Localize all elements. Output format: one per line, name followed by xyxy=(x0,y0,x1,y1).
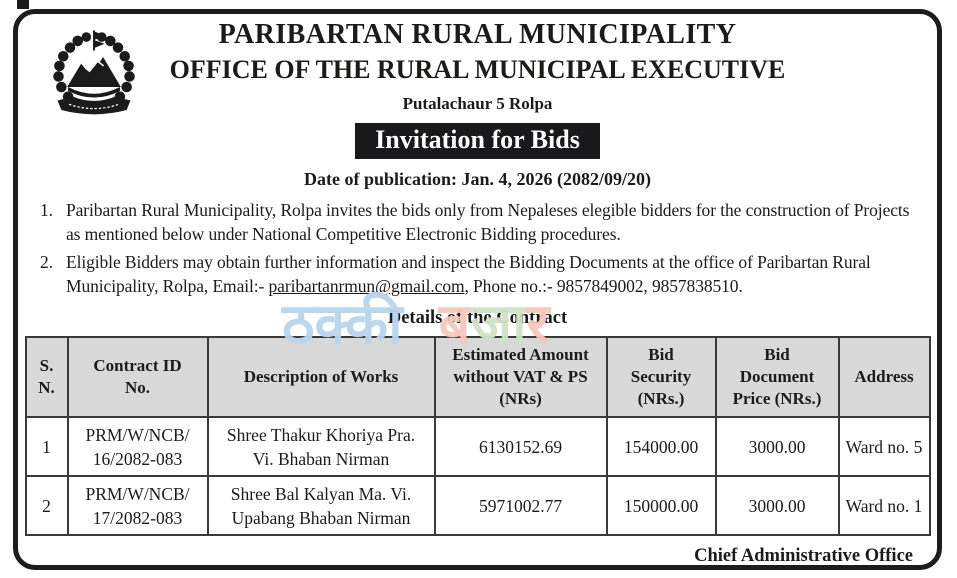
cell-sn: 1 xyxy=(24,416,69,477)
cell-bid-security: 154000.00 xyxy=(605,416,717,477)
notice-text: Paribartan Rural Municipality, Rolpa inv… xyxy=(66,200,910,244)
notice-list: 1. Paribartan Rural Municipality, Rolpa … xyxy=(40,198,913,298)
cell-estimated-amount: 5971002.77 xyxy=(433,475,608,536)
col-header-bid-document-price: Bid Document Price (NRs.) xyxy=(714,336,840,418)
cell-address: Ward no. 1 xyxy=(837,475,931,536)
notice-text-before-email: Eligible Bidders may obtain further info… xyxy=(66,252,871,296)
cell-estimated-amount: 6130152.69 xyxy=(433,416,608,477)
cell-address: Ward no. 5 xyxy=(837,416,931,477)
notice-number: 1. xyxy=(40,200,53,220)
notice-text: Eligible Bidders may obtain further info… xyxy=(66,250,913,298)
cell-sn: 2 xyxy=(24,475,69,536)
cell-contract-id: PRM/W/NCB/ 16/2082-083 xyxy=(66,416,209,477)
col-header-estimated-amount: Estimated Amount without VAT & PS (NRs) xyxy=(433,336,608,418)
cell-description: Shree Thakur Khoriya Pra. Vi. Bhaban Nir… xyxy=(206,416,436,477)
cell-bid-security: 150000.00 xyxy=(605,475,717,536)
table-row: 1 PRM/W/NCB/ 16/2082-083 Shree Thakur Kh… xyxy=(24,416,931,477)
office-title: OFFICE OF THE RURAL MUNICIPAL EXECUTIVE xyxy=(169,55,786,84)
municipality-title: PARIBARTAN RURAL MUNICIPALITY xyxy=(218,19,737,50)
signoff-title: Chief Administrative Office xyxy=(694,546,913,566)
notice-item-1: 1. Paribartan Rural Municipality, Rolpa … xyxy=(40,198,913,246)
contracts-table: S. N. Contract ID No. Description of Wor… xyxy=(24,336,931,536)
address-line: Putalachaur 5 Rolpa xyxy=(402,94,553,113)
notice-number: 2. xyxy=(40,252,53,272)
email-link[interactable]: paribartanrmun@gmail.com xyxy=(268,276,465,296)
cell-bid-document-price: 3000.00 xyxy=(714,416,840,477)
table-row: 2 PRM/W/NCB/ 17/2082-083 Shree Bal Kalya… xyxy=(24,475,931,536)
publication-date: Date of publication: Jan. 4, 2026 (2082/… xyxy=(303,169,651,189)
col-header-address: Address xyxy=(837,336,931,418)
table-title: Details of the Contract xyxy=(387,308,568,328)
notice-item-2: 2. Eligible Bidders may obtain further i… xyxy=(40,250,913,298)
col-header-description: Description of Works xyxy=(206,336,436,418)
document-border: PARIBARTAN RURAL MUNICIPALITY OFFICE OF … xyxy=(13,9,942,570)
cell-description: Shree Bal Kalyan Ma. Vi. Upabang Bhaban … xyxy=(206,475,436,536)
cell-contract-id: PRM/W/NCB/ 17/2082-083 xyxy=(66,475,209,536)
banner-row: Invitation for Bids xyxy=(18,123,937,159)
nepal-emblem-icon xyxy=(53,30,135,115)
col-header-bid-security: Bid Security (NRs.) xyxy=(605,336,717,418)
notice-text-after-email: , Phone no.:- 9857849002, 9857838510. xyxy=(464,276,743,296)
document-header: PARIBARTAN RURAL MUNICIPALITY OFFICE OF … xyxy=(18,19,937,115)
col-header-sn: S. N. xyxy=(24,336,69,418)
invitation-banner: Invitation for Bids xyxy=(355,123,600,159)
col-header-contract-id: Contract ID No. xyxy=(66,336,209,418)
scan-artifact-mark xyxy=(17,0,29,9)
cell-bid-document-price: 3000.00 xyxy=(714,475,840,536)
table-header-row: S. N. Contract ID No. Description of Wor… xyxy=(24,336,931,418)
